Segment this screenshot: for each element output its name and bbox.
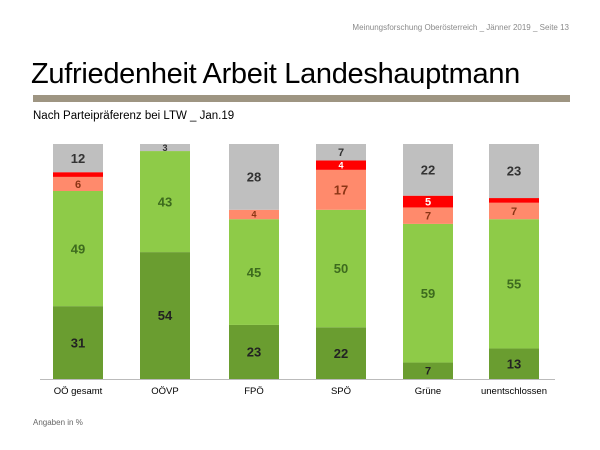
bar-segment: [403, 195, 453, 208]
data-label: 12: [71, 151, 85, 166]
bar-segment: [53, 191, 103, 307]
bar-segment: [229, 209, 279, 220]
bar-segment: [316, 169, 366, 210]
bar-segment: [403, 362, 453, 379]
data-label: 50: [334, 261, 348, 276]
data-label: 7: [425, 211, 431, 223]
bar-segment: [53, 172, 103, 177]
bar-segment: [140, 151, 190, 253]
bar-segment: [140, 252, 190, 379]
category-label: Grüne: [415, 386, 441, 397]
bar-segment: [489, 198, 539, 203]
data-label: 23: [507, 164, 521, 179]
data-label: 6: [75, 179, 81, 191]
data-label: 7: [511, 206, 517, 218]
bar-segment: [53, 176, 103, 191]
data-label: 31: [71, 335, 85, 350]
bar-segment: [316, 327, 366, 379]
data-label: 49: [71, 241, 85, 256]
data-label: 59: [421, 286, 435, 301]
category-label: SPÖ: [331, 386, 351, 397]
category-label: OÖ gesamt: [54, 386, 103, 397]
data-label: 43: [158, 194, 172, 209]
bar-segment: [229, 324, 279, 379]
page-header: Meinungsforschung Oberösterreich _ Jänne…: [352, 23, 569, 32]
data-label: 28: [247, 170, 261, 185]
page-title: Zufriedenheit Arbeit Landeshauptmann: [31, 58, 520, 90]
data-label: 45: [247, 265, 261, 280]
bar-segment: [229, 219, 279, 325]
bar-segment: [489, 348, 539, 379]
chart-subtitle: Nach Parteipräferenz bei LTW _ Jan.19: [33, 110, 235, 122]
bar-segment: [403, 223, 453, 363]
bar-segment: [489, 202, 539, 220]
bar-segment: [489, 219, 539, 349]
bar-segment: [140, 144, 190, 152]
data-label: 7: [338, 147, 344, 159]
category-label: OÖVP: [151, 386, 178, 397]
data-label: 4: [338, 160, 343, 170]
bar-segment: [403, 144, 453, 196]
data-label: 22: [334, 346, 348, 361]
data-label: 54: [158, 308, 173, 323]
bar-segment: [53, 144, 103, 173]
data-label: 23: [247, 345, 261, 360]
data-label: 7: [425, 366, 431, 378]
bar-segment: [316, 209, 366, 328]
bar-segment: [229, 144, 279, 210]
footnote: Angaben in %: [33, 418, 83, 427]
data-label: 17: [334, 183, 348, 198]
data-label: 13: [507, 356, 521, 371]
bar-segment: [489, 144, 539, 199]
bar-segment: [53, 306, 103, 379]
category-label: unentschlossen: [481, 386, 547, 397]
data-label: 4: [251, 210, 256, 220]
data-label: 55: [507, 277, 521, 292]
bar-segment: [316, 160, 366, 170]
data-label: 3: [162, 143, 167, 153]
title-divider: [33, 95, 570, 102]
category-label: FPÖ: [244, 386, 264, 397]
data-label: 22: [421, 163, 435, 178]
bar-segment: [403, 207, 453, 224]
bar-segment: [316, 144, 366, 161]
data-label: 5: [425, 197, 431, 209]
